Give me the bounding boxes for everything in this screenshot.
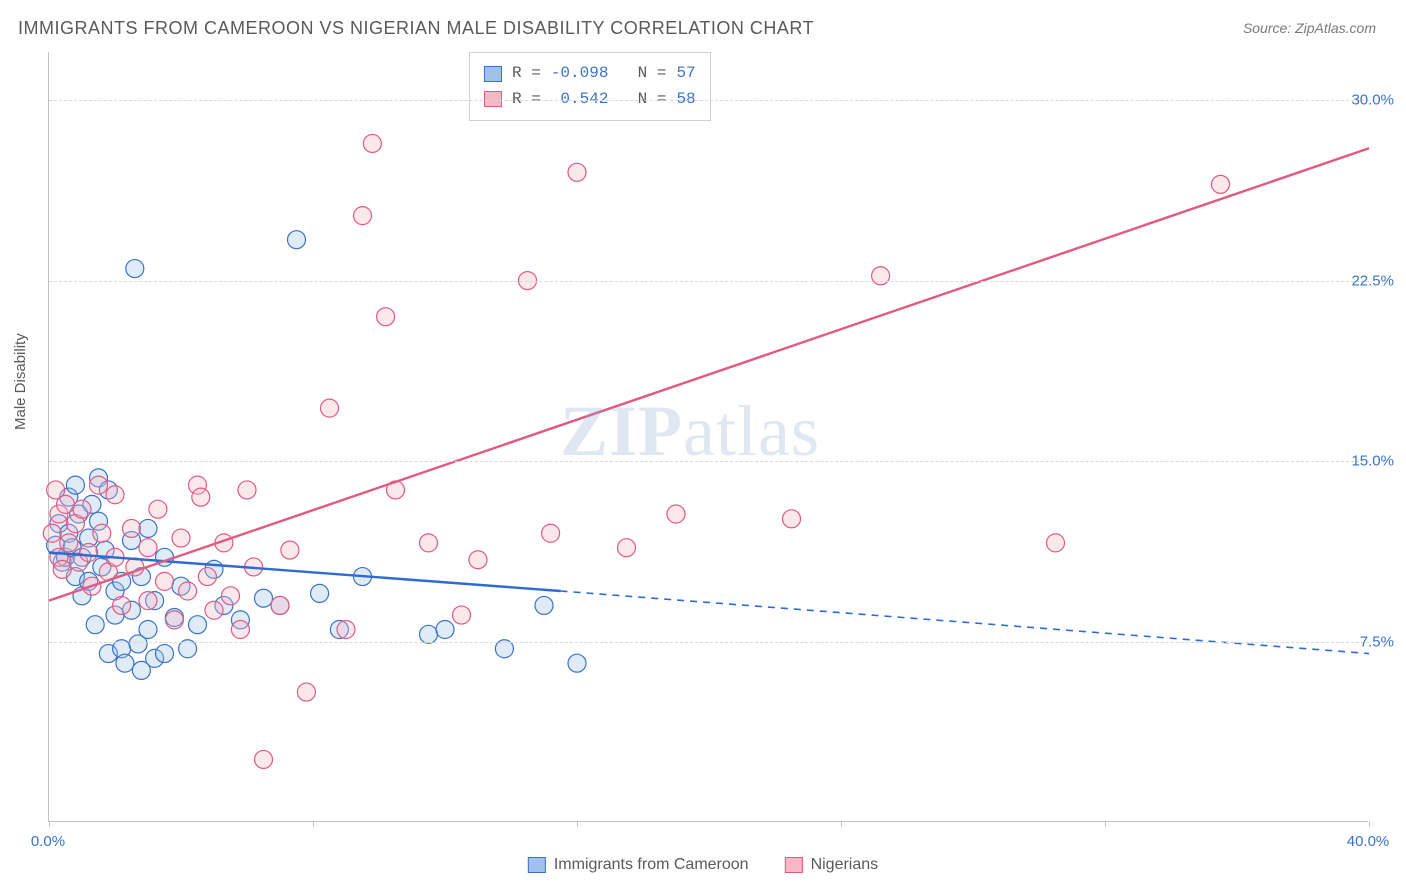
data-point bbox=[126, 260, 144, 278]
data-point bbox=[113, 596, 131, 614]
data-point bbox=[139, 621, 157, 639]
data-point bbox=[86, 616, 104, 634]
data-point bbox=[106, 486, 124, 504]
chart-title: IMMIGRANTS FROM CAMEROON VS NIGERIAN MAL… bbox=[18, 18, 814, 39]
data-point bbox=[93, 524, 111, 542]
data-point bbox=[535, 596, 553, 614]
data-point bbox=[436, 621, 454, 639]
x-tick-label: 40.0% bbox=[1347, 833, 1390, 850]
data-point bbox=[453, 606, 471, 624]
data-point bbox=[43, 524, 61, 542]
data-point bbox=[123, 519, 141, 537]
data-point bbox=[568, 163, 586, 181]
y-tick-label: 30.0% bbox=[1351, 92, 1394, 109]
data-point bbox=[1212, 175, 1230, 193]
data-point bbox=[60, 534, 78, 552]
r-label: R = bbox=[512, 61, 541, 87]
data-point bbox=[222, 587, 240, 605]
legend-label-nigerians: Nigerians bbox=[811, 856, 879, 874]
data-point bbox=[469, 551, 487, 569]
data-point bbox=[90, 476, 108, 494]
data-point bbox=[271, 596, 289, 614]
y-tick-label: 15.0% bbox=[1351, 453, 1394, 470]
x-tick-label: 0.0% bbox=[31, 833, 65, 850]
legend-item-nigerians: Nigerians bbox=[785, 856, 879, 874]
data-point bbox=[53, 560, 71, 578]
data-point bbox=[667, 505, 685, 523]
y-tick-label: 22.5% bbox=[1351, 272, 1394, 289]
data-point bbox=[618, 539, 636, 557]
trend-line-dashed bbox=[561, 591, 1370, 654]
trend-line bbox=[49, 148, 1369, 600]
data-point bbox=[420, 534, 438, 552]
data-point bbox=[139, 539, 157, 557]
data-point bbox=[255, 589, 273, 607]
data-point bbox=[783, 510, 801, 528]
data-point bbox=[205, 601, 223, 619]
data-point bbox=[377, 308, 395, 326]
data-point bbox=[281, 541, 299, 559]
data-point bbox=[337, 621, 355, 639]
data-point bbox=[80, 544, 98, 562]
data-point bbox=[66, 476, 84, 494]
y-axis-label: Male Disability bbox=[12, 333, 29, 430]
data-point bbox=[1047, 534, 1065, 552]
swatch-nigerians-bottom bbox=[785, 857, 803, 873]
plot-svg bbox=[49, 52, 1368, 821]
data-point bbox=[288, 231, 306, 249]
data-point bbox=[73, 500, 91, 518]
data-point bbox=[139, 519, 157, 537]
data-point bbox=[542, 524, 560, 542]
data-point bbox=[57, 495, 75, 513]
data-point bbox=[568, 654, 586, 672]
chart-container: IMMIGRANTS FROM CAMEROON VS NIGERIAN MAL… bbox=[0, 0, 1406, 892]
data-point bbox=[255, 750, 273, 768]
data-point bbox=[139, 592, 157, 610]
data-point bbox=[149, 500, 167, 518]
data-point bbox=[165, 611, 183, 629]
n-value-cameroon: 57 bbox=[676, 61, 695, 87]
data-point bbox=[321, 399, 339, 417]
data-point bbox=[192, 488, 210, 506]
swatch-cameroon-bottom bbox=[528, 857, 546, 873]
r-value-cameroon: -0.098 bbox=[551, 61, 609, 87]
data-point bbox=[116, 654, 134, 672]
data-point bbox=[297, 683, 315, 701]
plot-area: R = -0.098 N = 57 R = 0.542 N = 58 bbox=[48, 52, 1368, 822]
swatch-cameroon bbox=[484, 66, 502, 82]
data-point bbox=[198, 568, 216, 586]
data-point bbox=[172, 529, 190, 547]
data-point bbox=[363, 134, 381, 152]
data-point bbox=[156, 572, 174, 590]
correlation-legend: R = -0.098 N = 57 R = 0.542 N = 58 bbox=[469, 52, 711, 121]
data-point bbox=[231, 621, 249, 639]
data-point bbox=[189, 616, 207, 634]
source-label: Source: ZipAtlas.com bbox=[1243, 20, 1376, 36]
legend-label-cameroon: Immigrants from Cameroon bbox=[554, 856, 749, 874]
y-tick-label: 7.5% bbox=[1360, 633, 1394, 650]
data-point bbox=[179, 582, 197, 600]
n-label: N = bbox=[618, 61, 666, 87]
bottom-legend: Immigrants from Cameroon Nigerians bbox=[528, 856, 878, 874]
data-point bbox=[156, 645, 174, 663]
data-point bbox=[354, 207, 372, 225]
data-point bbox=[238, 481, 256, 499]
legend-row-cameroon: R = -0.098 N = 57 bbox=[484, 61, 696, 87]
data-point bbox=[872, 267, 890, 285]
data-point bbox=[311, 584, 329, 602]
legend-item-cameroon: Immigrants from Cameroon bbox=[528, 856, 749, 874]
